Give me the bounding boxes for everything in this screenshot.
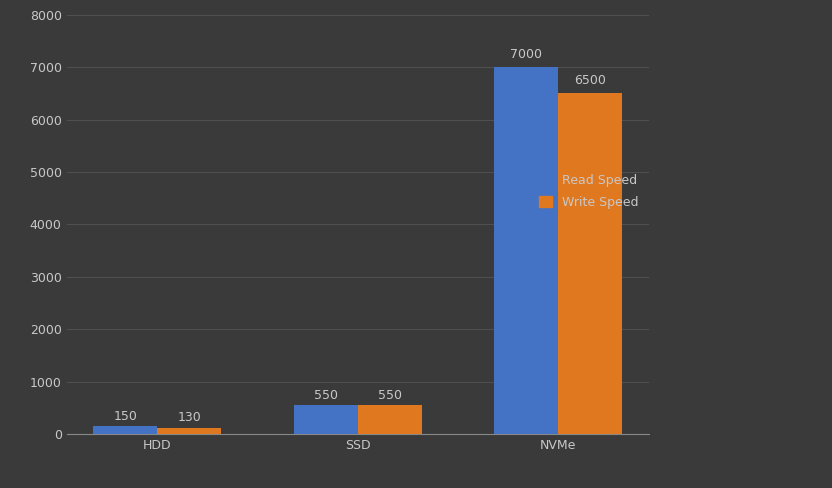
Text: 6500: 6500 (574, 74, 607, 87)
Bar (157, 427, 221, 434)
Text: 550: 550 (378, 389, 402, 402)
Text: 150: 150 (113, 410, 137, 423)
Text: 7000: 7000 (510, 48, 542, 61)
Bar (358, 406, 422, 434)
Bar (558, 93, 622, 434)
Text: 130: 130 (177, 411, 201, 424)
Legend: Read Speed, Write Speed: Read Speed, Write Speed (533, 168, 645, 215)
Bar (494, 67, 558, 434)
Bar (93, 427, 157, 434)
Bar (294, 406, 358, 434)
Text: 550: 550 (314, 389, 338, 402)
